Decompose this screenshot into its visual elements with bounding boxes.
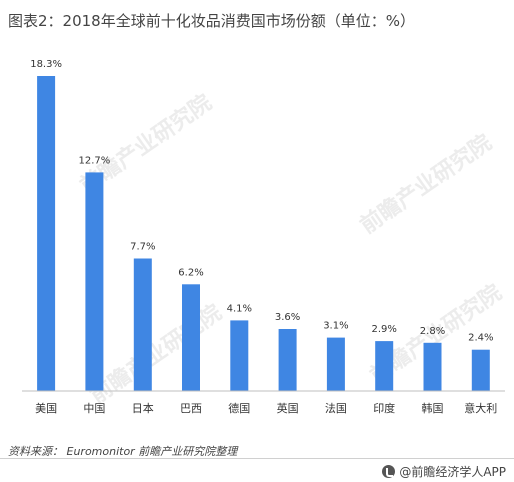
x-tick-label: 中国 bbox=[83, 402, 105, 415]
data-label: 2.8% bbox=[420, 326, 445, 337]
data-label: 12.7% bbox=[79, 155, 111, 166]
bar bbox=[326, 337, 345, 391]
data-label: 6.2% bbox=[178, 267, 203, 278]
x-tick-label: 巴西 bbox=[180, 402, 202, 415]
x-tick-label: 韩国 bbox=[422, 401, 444, 415]
x-tick-label: 意大利 bbox=[464, 401, 497, 415]
x-tick-label: 印度 bbox=[373, 401, 395, 415]
data-label: 7.7% bbox=[130, 242, 155, 253]
x-tick-label: 德国 bbox=[228, 401, 250, 415]
x-tick-label: 日本 bbox=[132, 401, 154, 415]
bar bbox=[471, 349, 490, 391]
bar bbox=[133, 258, 152, 391]
bar bbox=[375, 341, 394, 391]
bars: 18.3% 美国 12.7% 中国 7.7% 日本 6.2% 巴西 4.1% 德国 3.6% 英国 3.… bbox=[30, 59, 497, 415]
bar bbox=[85, 172, 104, 391]
watermark-text: 前瞻产业研究院 bbox=[355, 129, 496, 239]
bar bbox=[230, 320, 249, 391]
data-label: 4.1% bbox=[227, 303, 252, 314]
data-label: 2.4% bbox=[468, 333, 493, 344]
bar bbox=[278, 329, 297, 391]
footer-divider bbox=[0, 458, 514, 459]
brand-logo-icon bbox=[382, 465, 396, 478]
data-label: 18.3% bbox=[30, 59, 62, 70]
bar bbox=[423, 342, 442, 391]
watermark-text: 前瞻产业研究院 bbox=[85, 299, 226, 409]
x-tick-label: 法国 bbox=[325, 401, 347, 415]
x-tick-label: 英国 bbox=[277, 401, 299, 415]
brand-credit: @前瞻经济学人APP bbox=[382, 463, 506, 480]
chart-title: 图表2：2018年全球前十化妆品消费国市场份额（单位：%） bbox=[8, 12, 415, 30]
bar bbox=[37, 76, 56, 391]
bar bbox=[182, 284, 200, 391]
data-label: 3.6% bbox=[275, 312, 300, 323]
source-note: 资料来源： Euromonitor 前瞻产业研究院整理 bbox=[8, 445, 238, 458]
x-tick-label: 美国 bbox=[35, 402, 57, 415]
brand-text: @前瞻经济学人APP bbox=[399, 465, 506, 479]
data-label: 3.1% bbox=[323, 321, 348, 332]
data-label: 2.9% bbox=[371, 324, 396, 335]
